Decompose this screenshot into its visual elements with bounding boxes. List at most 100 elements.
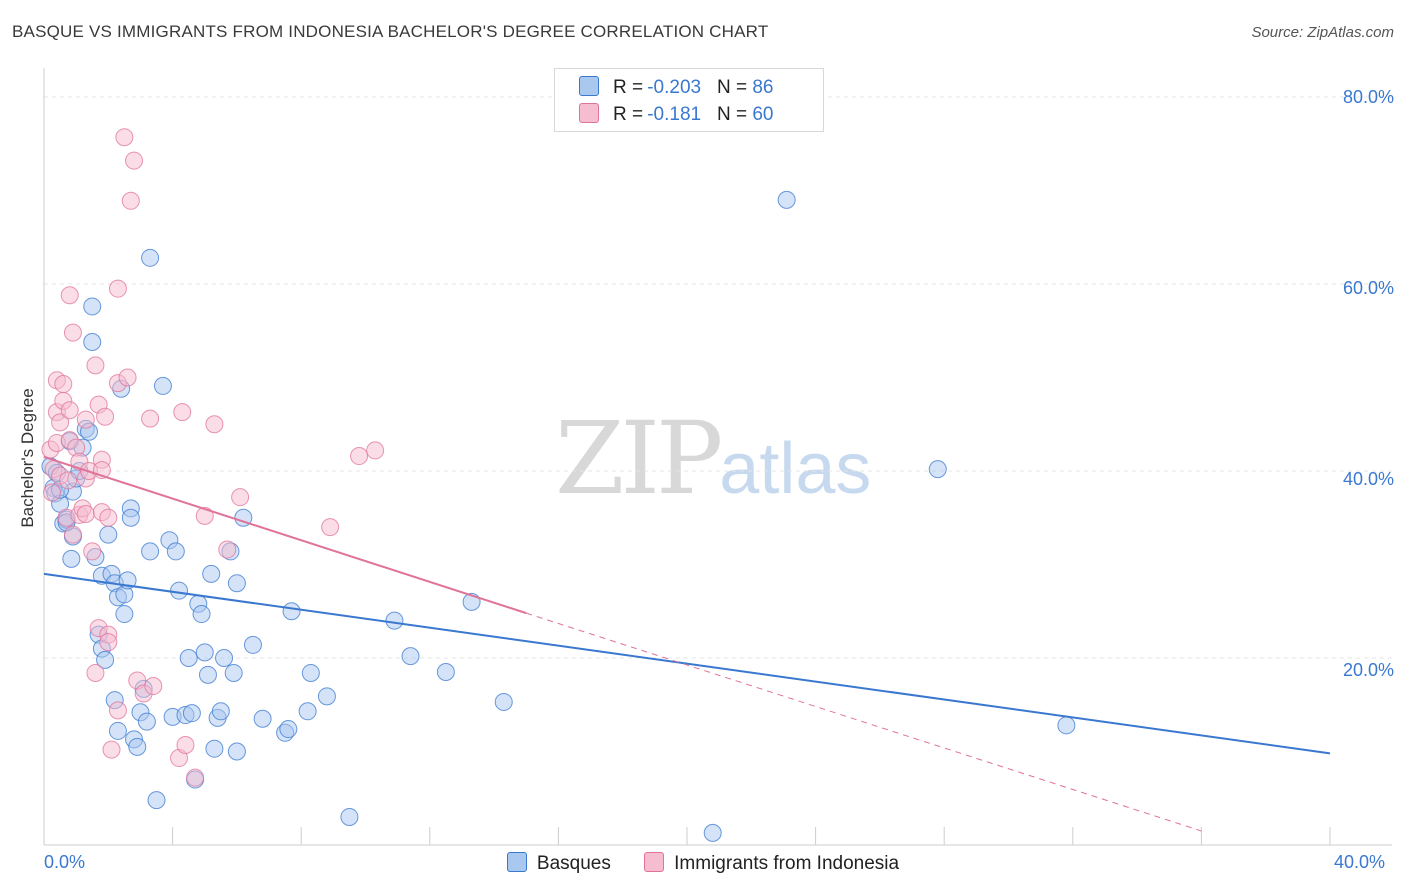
basques-point xyxy=(170,581,189,600)
basques-point xyxy=(215,649,234,667)
chart-title: BASQUE VS IMMIGRANTS FROM INDONESIA BACH… xyxy=(12,22,769,41)
indonesia-point xyxy=(86,663,105,682)
indonesia-point xyxy=(186,768,205,787)
indonesia-point xyxy=(99,633,118,652)
indonesia-point xyxy=(231,488,250,507)
y-tick-80: 80.0% xyxy=(1342,87,1394,107)
basques-point xyxy=(99,525,118,544)
indonesia-point xyxy=(125,151,144,170)
y-tick-40: 40.0% xyxy=(1342,469,1394,489)
basques-point xyxy=(227,574,246,593)
indonesia-point xyxy=(60,286,79,305)
y-tick-60: 60.0% xyxy=(1342,278,1394,298)
indonesia-point xyxy=(83,542,102,561)
indonesia-point xyxy=(141,409,160,428)
basques-point xyxy=(83,297,102,316)
basques-point xyxy=(301,663,320,682)
basques-point xyxy=(153,376,172,395)
indonesia-point xyxy=(205,415,224,434)
basques-point xyxy=(703,823,722,842)
basques-point xyxy=(494,692,513,711)
basques-point xyxy=(340,807,359,826)
watermark-zip: ZIP xyxy=(555,400,723,517)
basques-point xyxy=(279,720,298,739)
indonesia-point xyxy=(59,471,78,490)
indonesia-point xyxy=(144,677,163,696)
legend-row-basques: R = -0.203 N = 86 xyxy=(579,76,773,99)
legend-r-value: -0.181 xyxy=(647,104,702,125)
legend-n-label: N = xyxy=(716,104,748,125)
indonesia-point xyxy=(173,403,192,422)
y-axis-label: Bachelor's Degree xyxy=(18,388,37,528)
watermark-atlas: atlas xyxy=(719,429,872,509)
basques-point xyxy=(928,460,947,479)
basques-point xyxy=(166,542,185,561)
basques-point xyxy=(198,665,217,684)
legend-swatch-pink xyxy=(579,103,599,123)
indonesia-point xyxy=(366,441,385,460)
indonesia-point xyxy=(76,410,95,429)
series-legend: Basques Immigrants from Indonesia xyxy=(0,852,1406,875)
zipatlas-watermark: ZIPatlas xyxy=(555,400,871,517)
basques-point xyxy=(141,542,160,561)
basques-point xyxy=(227,742,246,761)
basques-point xyxy=(195,643,214,662)
basques-point xyxy=(205,739,224,758)
y-tick-20: 20.0% xyxy=(1342,660,1394,680)
basques-point xyxy=(115,605,134,624)
basques-point xyxy=(1057,716,1076,735)
basques-point xyxy=(182,704,201,723)
basques-point xyxy=(147,791,166,810)
indonesia-point xyxy=(76,505,95,524)
basques-point xyxy=(401,647,420,666)
indonesia-point xyxy=(96,407,115,426)
x-tick-min: 0.0% xyxy=(44,852,86,872)
indonesia-point xyxy=(54,375,73,394)
basques-point xyxy=(137,712,156,731)
legend-n-value: 86 xyxy=(752,77,774,98)
basques-point xyxy=(224,663,243,682)
basques-point xyxy=(128,737,147,756)
basques-point xyxy=(179,649,198,667)
legend-n-value: 60 xyxy=(752,104,774,125)
indonesia-point xyxy=(218,540,237,559)
basques-trend-line xyxy=(43,572,1331,755)
basques-point xyxy=(282,602,301,621)
basques-point xyxy=(83,332,102,351)
legend-r-label: R = xyxy=(613,77,644,98)
basques-point xyxy=(317,687,336,706)
legend-swatch-pink xyxy=(644,852,665,872)
stats-legend: R = -0.203 N = 86 R = -0.181 N = 60 xyxy=(554,68,824,132)
indonesia-point xyxy=(195,506,214,525)
indonesia-point xyxy=(63,323,82,342)
indonesia-point xyxy=(108,701,127,720)
indonesia-point xyxy=(60,401,79,420)
basques-point xyxy=(62,549,81,568)
indonesia-point xyxy=(176,735,195,754)
source-label: Source: ZipAtlas.com xyxy=(1251,24,1394,41)
basques-point xyxy=(298,702,317,721)
basques-point xyxy=(253,709,272,728)
basques-point xyxy=(141,248,160,267)
basques-point xyxy=(192,605,211,624)
legend-swatch-blue xyxy=(506,852,527,872)
indonesia-trend-line xyxy=(43,456,527,615)
indonesia-point xyxy=(121,191,140,210)
indonesia-point xyxy=(51,413,70,432)
indonesia-point xyxy=(102,740,121,759)
legend-r-label: R = xyxy=(613,104,644,125)
indonesia-point xyxy=(118,368,137,387)
basques-point xyxy=(108,721,127,740)
basques-point xyxy=(211,702,230,721)
legend-n-label: N = xyxy=(716,77,748,98)
legend-item-basques[interactable]: Basques xyxy=(506,852,611,875)
indonesia-point xyxy=(115,128,134,147)
legend-item-indonesia[interactable]: Immigrants from Indonesia xyxy=(644,852,899,875)
basques-point xyxy=(243,635,262,654)
indonesia-point xyxy=(63,525,82,544)
legend-swatch-blue xyxy=(579,76,599,96)
basques-point xyxy=(96,650,115,669)
indonesia-point xyxy=(43,483,62,502)
basques-point xyxy=(121,508,140,527)
